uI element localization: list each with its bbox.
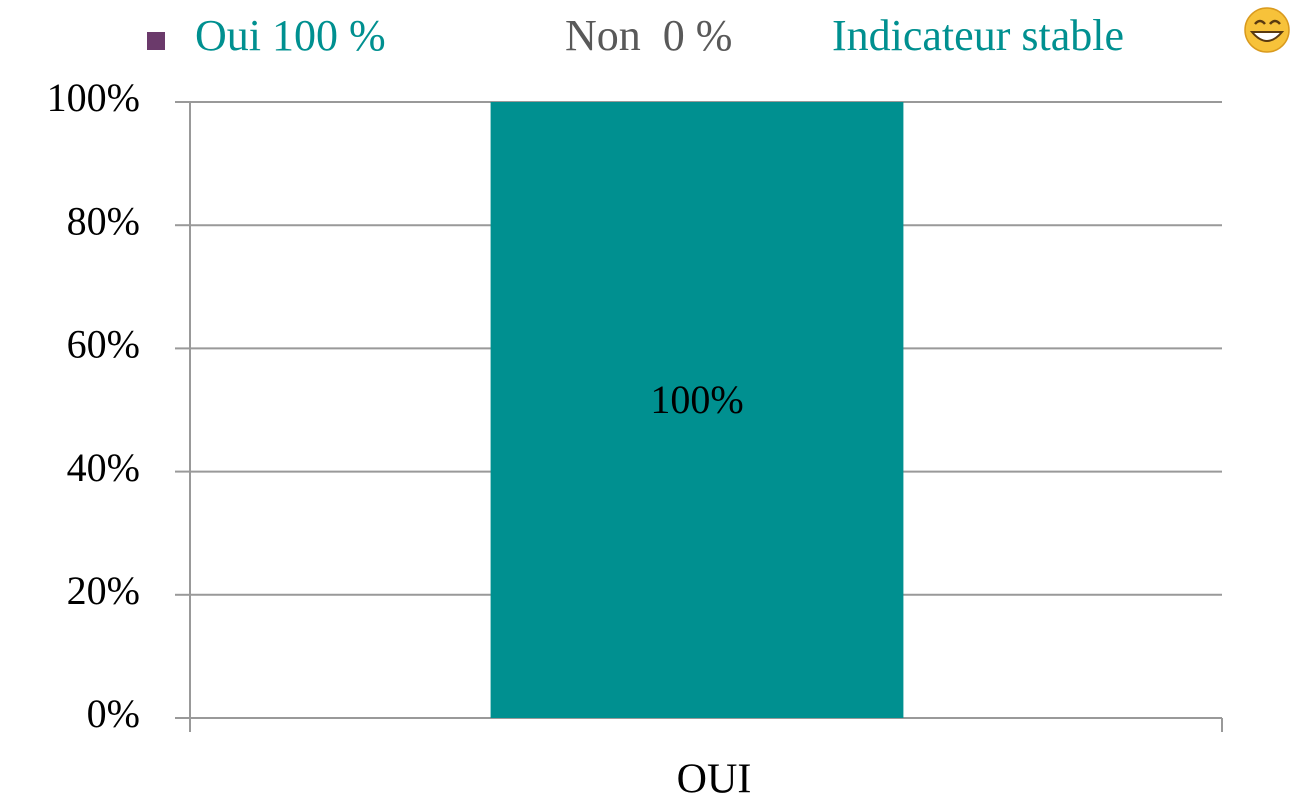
emoji-grin: [1244, 7, 1290, 53]
annotation: Indicateur stable: [832, 11, 1124, 60]
bar: [490, 102, 904, 718]
y-tick-label: 0%: [87, 691, 140, 736]
annotation: Oui 100 %: [195, 11, 386, 60]
value-label: 100%: [650, 377, 743, 422]
y-tick-label: 100%: [47, 75, 140, 120]
x-tick-label: OUI: [677, 757, 752, 803]
annotation: Non 0 %: [565, 11, 732, 60]
y-tick-label: 80%: [67, 198, 140, 243]
bullet: [147, 32, 165, 50]
y-tick-label: 20%: [67, 568, 140, 613]
y-tick-label: 60%: [67, 322, 140, 367]
y-tick-label: 40%: [67, 445, 140, 490]
